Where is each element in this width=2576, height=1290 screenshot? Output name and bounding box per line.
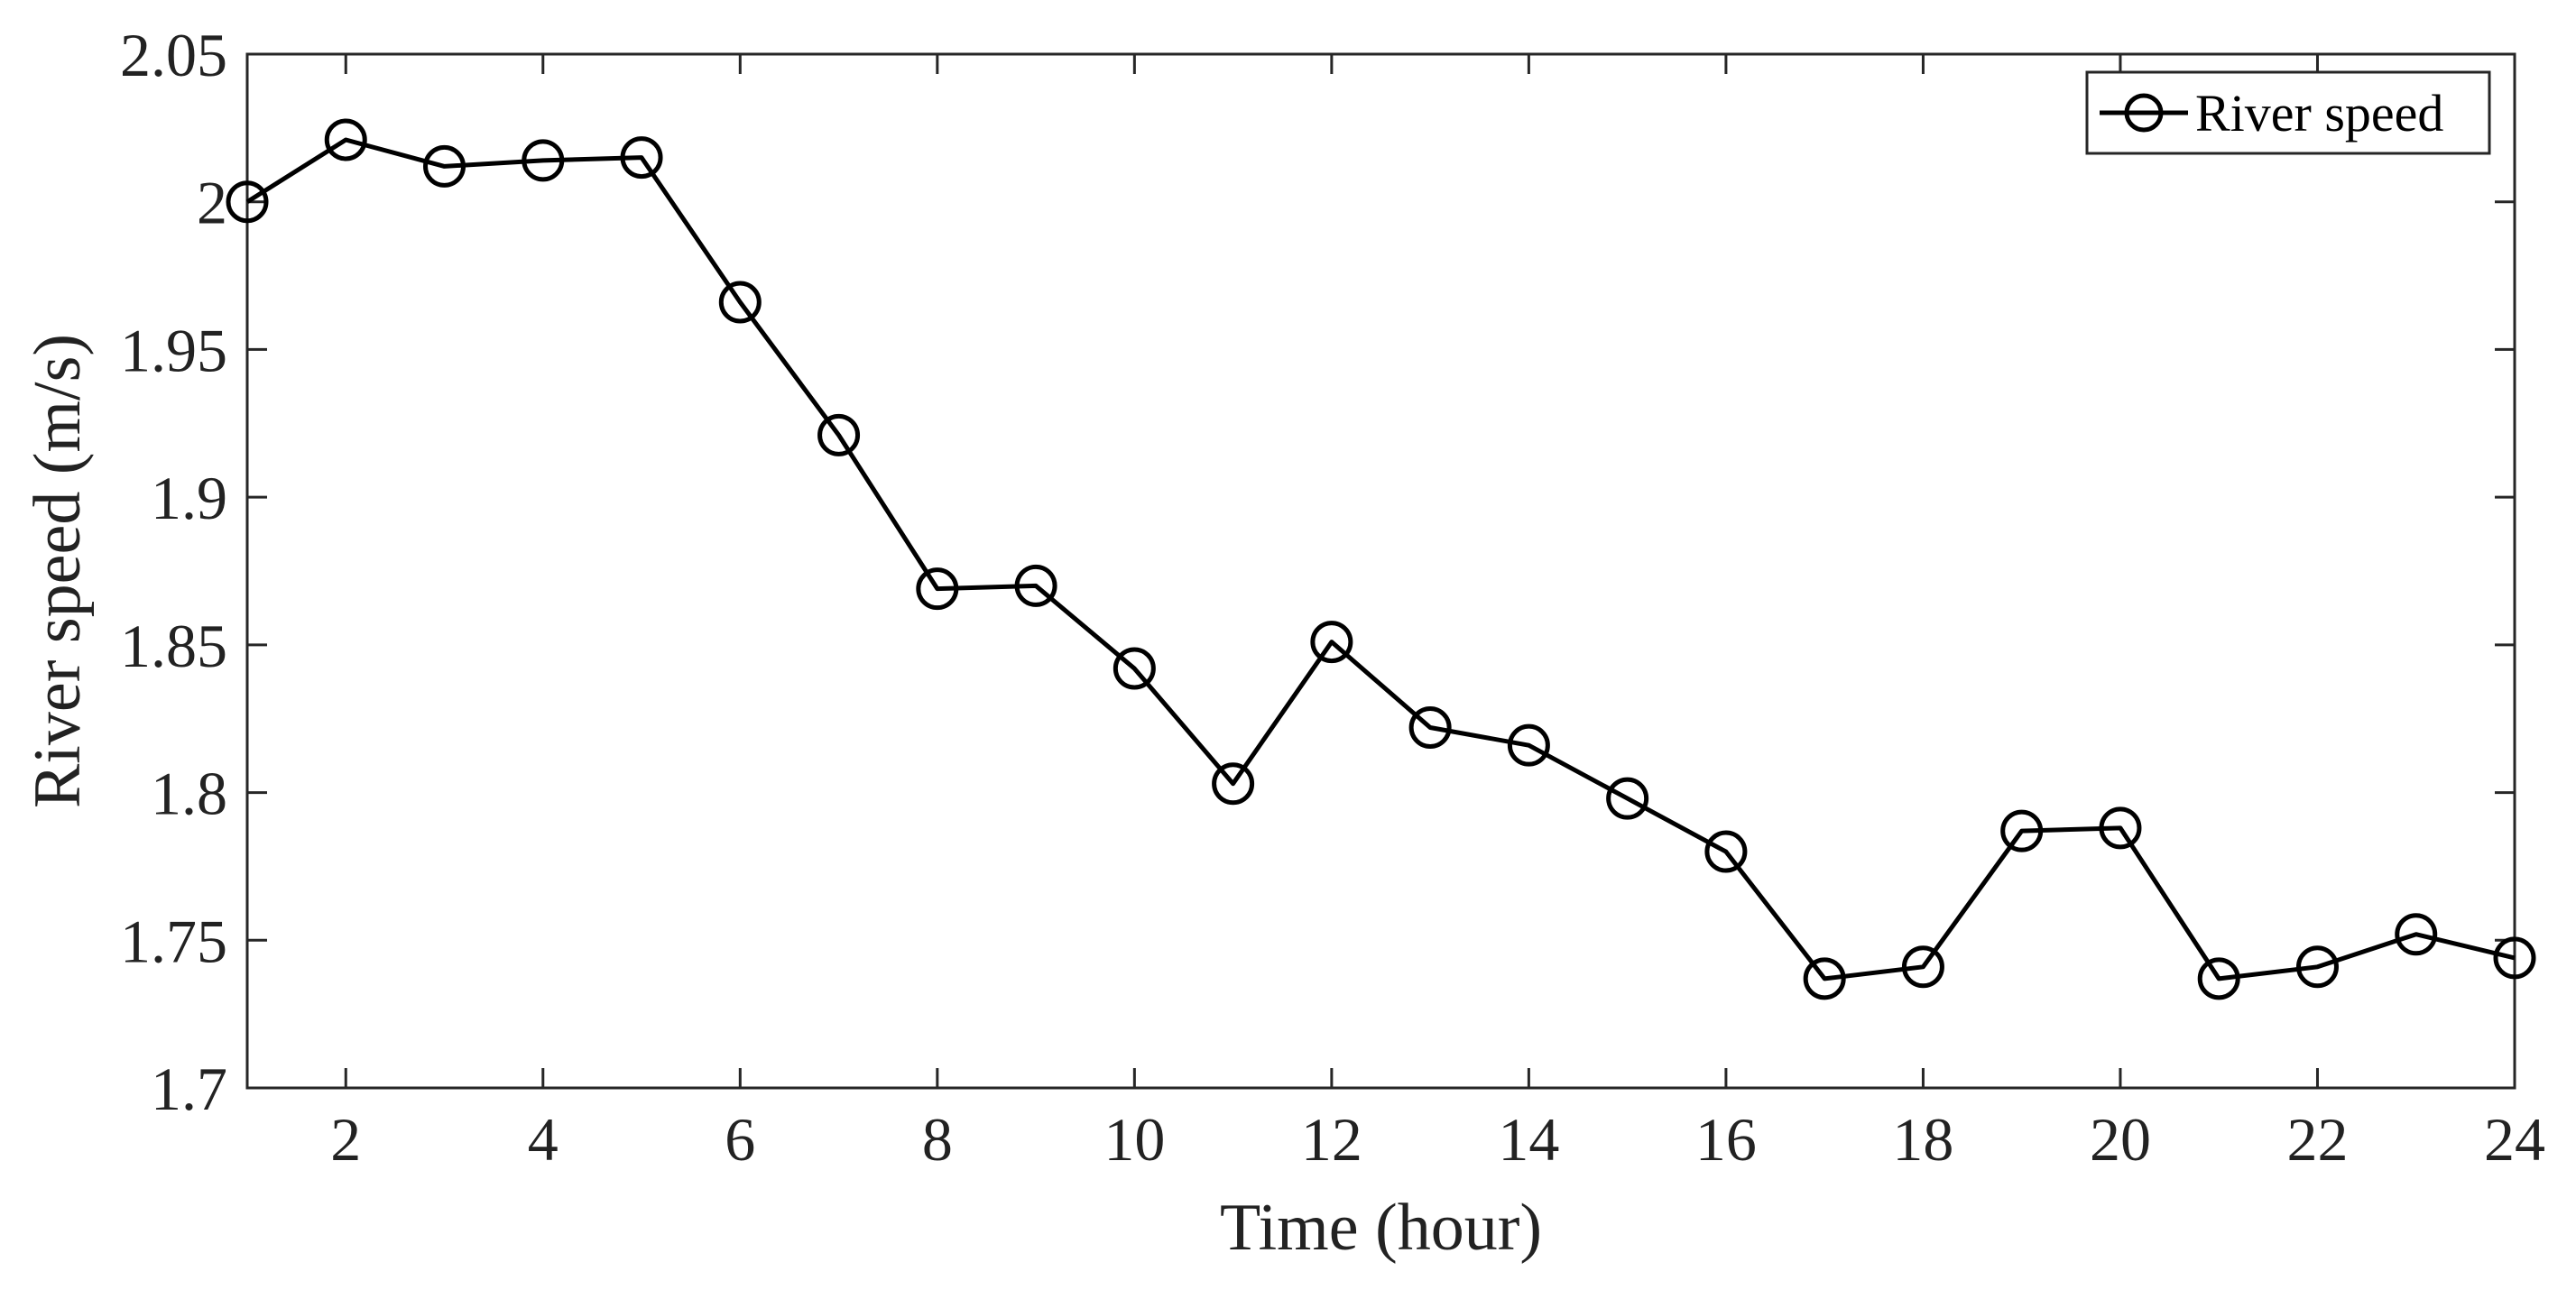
data-point xyxy=(2099,806,2142,850)
legend-marker xyxy=(2124,93,2164,133)
data-point xyxy=(1606,777,1649,820)
y-axis: 1.7 1.75 1.8 1.85 1.9 1.95 2 2.05 xyxy=(120,21,2515,1123)
data-point xyxy=(620,136,663,180)
data-point xyxy=(1704,830,1748,873)
x-tick-label: 20 xyxy=(2090,1105,2151,1174)
x-tick-label: 10 xyxy=(1103,1105,1165,1174)
data-point xyxy=(2395,913,2438,956)
x-tick-label: 4 xyxy=(528,1105,559,1174)
data-point xyxy=(2295,945,2339,989)
legend: River speed xyxy=(2085,70,2491,155)
x-tick-label: 12 xyxy=(1301,1105,1362,1174)
y-tick-label: 1.8 xyxy=(151,760,227,828)
data-point xyxy=(1408,706,1452,750)
plot-frame xyxy=(245,52,2516,1090)
data-point xyxy=(2493,936,2536,980)
y-tick-label: 1.75 xyxy=(120,907,227,975)
x-tick-label: 18 xyxy=(1892,1105,1953,1174)
legend-label: River speed xyxy=(2195,84,2443,143)
series-line-river-speed xyxy=(245,137,2516,981)
data-point xyxy=(916,567,959,611)
y-tick-label: 2 xyxy=(197,169,227,237)
data-point xyxy=(423,144,466,188)
x-axis: 2 4 6 8 10 12 14 16 18 20 22 24 xyxy=(330,54,2545,1174)
x-tick-label: 16 xyxy=(1695,1105,1757,1174)
series-layer xyxy=(226,118,2536,1000)
x-tick-label: 22 xyxy=(2286,1105,2348,1174)
data-point xyxy=(1310,621,1353,664)
y-axis-title: River speed (m/s) xyxy=(21,334,95,808)
x-tick-label: 14 xyxy=(1498,1105,1559,1174)
x-tick-label: 6 xyxy=(725,1105,755,1174)
x-tick-label: 8 xyxy=(922,1105,953,1174)
data-point xyxy=(2197,957,2240,1000)
x-tick-label: 24 xyxy=(2484,1105,2545,1174)
data-point xyxy=(226,180,269,224)
data-point xyxy=(1507,723,1550,767)
data-point xyxy=(324,118,367,161)
y-tick-label: 2.05 xyxy=(120,21,227,89)
data-point xyxy=(1113,647,1156,690)
data-point xyxy=(1212,762,1255,806)
data-point xyxy=(1014,564,1057,607)
y-tick-label: 1.9 xyxy=(151,464,227,532)
plot-area-border xyxy=(245,52,2516,1090)
data-point xyxy=(817,413,861,456)
data-point xyxy=(522,139,565,182)
y-tick-label: 1.85 xyxy=(120,612,227,680)
data-point xyxy=(718,281,762,324)
data-point xyxy=(2000,809,2044,852)
x-tick-label: 2 xyxy=(330,1105,361,1174)
x-axis-title: Time (hour) xyxy=(1220,1191,1542,1265)
y-tick-label: 1.95 xyxy=(120,316,227,384)
y-tick-label: 1.7 xyxy=(151,1055,227,1123)
data-point xyxy=(1901,945,1944,989)
data-point xyxy=(1803,957,1846,1000)
